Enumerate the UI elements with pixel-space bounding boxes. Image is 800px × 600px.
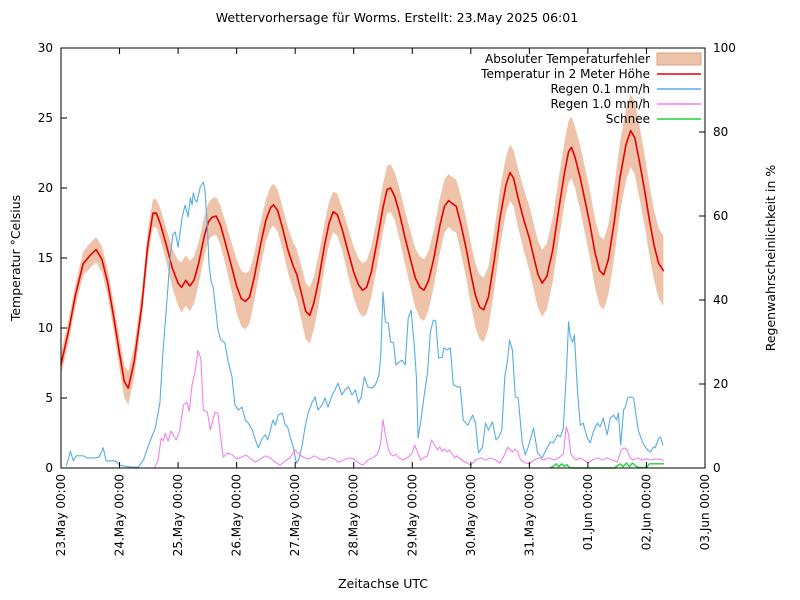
x-tick-label: 02.Jun 00:00 — [639, 474, 653, 550]
temperature-line — [60, 129, 665, 390]
legend-item: Absoluter Temperaturfehler — [485, 52, 702, 66]
legend-band-swatch — [656, 52, 702, 66]
temperature-error-band — [61, 94, 664, 405]
legend-item: Regen 0.1 mm/h — [550, 82, 701, 96]
y-right-tick-label: 0 — [713, 461, 721, 475]
x-tick-label: 23.May 00:00 — [54, 474, 68, 556]
x-tick-label: 01.Jun 00:00 — [581, 474, 595, 550]
x-tick-label: 28.May 00:00 — [347, 474, 361, 556]
plot-area: 23.May 00:00 24.May 00:00 25.May 00:00 26.M… — [38, 41, 736, 556]
y-left-tick-label: 0 — [45, 461, 53, 475]
legend-label: Temperatur in 2 Meter Höhe — [480, 67, 650, 81]
y-right-tick-label: 40 — [713, 293, 728, 307]
rain-01-line — [65, 181, 664, 468]
legend-label: Schnee — [606, 112, 650, 126]
y-right-tick-label: 20 — [713, 377, 728, 391]
legend-label: Regen 0.1 mm/h — [550, 82, 650, 96]
y-axis-label-right: Regenwahrscheinlichkeit in % — [763, 165, 778, 352]
x-tick-label: 27.May 00:00 — [288, 474, 302, 556]
legend-label: Absoluter Temperaturfehler — [485, 52, 650, 66]
x-axis-label: Zeitachse UTC — [338, 576, 428, 591]
y-left-tick-label: 5 — [45, 391, 53, 405]
legend-item: Schnee — [606, 112, 701, 126]
x-tick-label: 24.May 00:00 — [113, 474, 127, 556]
y-left-tick-label: 15 — [38, 251, 53, 265]
x-tick-label: 03.Jun 00:00 — [698, 474, 712, 550]
chart-title: Wettervorhersage für Worms. Erstellt: 23… — [216, 10, 578, 25]
legend-item: Temperatur in 2 Meter Höhe — [480, 67, 701, 81]
y-right-tick-label: 60 — [713, 209, 728, 223]
x-tick-label: 25.May 00:00 — [171, 474, 185, 556]
snow-line — [549, 462, 665, 469]
y-left-tick-label: 10 — [38, 321, 53, 335]
y-left-tick-label: 20 — [38, 181, 53, 195]
y-right-tick-label: 100 — [713, 41, 736, 55]
x-tick-label: 31.May 00:00 — [522, 474, 536, 556]
rain-10-line — [154, 349, 664, 468]
legend-item: Regen 1.0 mm/h — [550, 97, 701, 111]
y-right-tick-label: 80 — [713, 125, 728, 139]
x-tick-label: 29.May 00:00 — [405, 474, 419, 556]
y-left-tick-label: 25 — [38, 111, 53, 125]
y-left-tick-label: 30 — [38, 41, 53, 55]
x-tick-label: 26.May 00:00 — [230, 474, 244, 556]
legend-label: Regen 1.0 mm/h — [550, 97, 650, 111]
x-tick-label: 30.May 00:00 — [464, 474, 478, 556]
y-axis-label-left: Temperatur °Celsius — [8, 195, 23, 322]
